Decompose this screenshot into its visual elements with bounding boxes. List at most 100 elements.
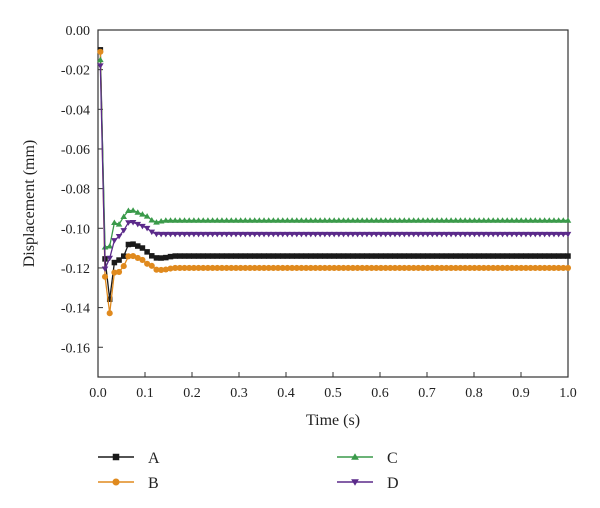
- data-point: [270, 217, 277, 223]
- data-point: [382, 217, 389, 223]
- data-point: [326, 231, 333, 238]
- data-point: [475, 231, 483, 238]
- data-point: [162, 217, 170, 223]
- data-point: [148, 217, 156, 223]
- legend-label: A: [148, 450, 160, 467]
- data-point: [186, 253, 192, 259]
- data-point: [340, 264, 347, 271]
- data-point: [386, 217, 394, 223]
- legend-item-a: A: [98, 450, 160, 467]
- data-point: [307, 217, 315, 223]
- data-point: [171, 231, 179, 238]
- data-point: [434, 253, 440, 259]
- data-point: [378, 253, 384, 259]
- data-point: [176, 231, 184, 238]
- data-point: [419, 264, 427, 271]
- data-point: [199, 231, 207, 238]
- data-point: [251, 253, 258, 259]
- data-point: [312, 217, 319, 223]
- data-point: [522, 231, 530, 238]
- data-point: [181, 217, 188, 223]
- data-point: [321, 264, 328, 271]
- data-point: [101, 273, 109, 280]
- data-point: [153, 266, 160, 273]
- data-point: [209, 264, 216, 271]
- data-point: [536, 264, 543, 271]
- data-point: [401, 264, 408, 271]
- data-point: [536, 217, 544, 223]
- data-point: [97, 56, 104, 63]
- data-point: [213, 231, 221, 238]
- data-point: [550, 231, 558, 238]
- data-point: [382, 253, 389, 259]
- data-point: [344, 231, 352, 238]
- data-point: [368, 231, 375, 238]
- data-point: [391, 231, 399, 238]
- data-point: [499, 217, 506, 223]
- data-point: [462, 264, 469, 271]
- data-point: [387, 264, 394, 271]
- data-point: [438, 217, 446, 223]
- data-point: [125, 241, 132, 248]
- data-point: [312, 264, 319, 271]
- data-point: [368, 264, 375, 271]
- data-point: [541, 217, 548, 223]
- data-point: [466, 231, 474, 238]
- data-point: [527, 264, 534, 271]
- data-point: [186, 264, 193, 271]
- data-point: [106, 296, 113, 303]
- axis-ticks: 0.0 0.1 0.2 0.3 0.4 0.5 0.6 0.7 0.8 0.9 1.0 0.00 -0.…: [61, 24, 577, 401]
- data-point: [275, 253, 281, 259]
- data-point: [438, 253, 445, 259]
- data-point: [251, 231, 258, 238]
- data-point: [284, 231, 291, 238]
- x-tick-label: 0.6: [371, 386, 389, 401]
- data-point: [298, 253, 305, 259]
- data-point: [461, 217, 469, 223]
- data-point: [120, 213, 128, 219]
- data-point: [354, 231, 361, 238]
- data-point: [223, 253, 230, 259]
- data-point: [467, 253, 473, 259]
- data-point: [424, 231, 432, 238]
- data-point: [527, 217, 534, 223]
- data-point: [531, 217, 539, 223]
- data-point: [452, 231, 460, 238]
- data-point: [227, 217, 235, 223]
- data-point: [265, 264, 272, 271]
- data-point: [242, 253, 249, 259]
- data-point: [410, 253, 417, 259]
- data-point: [372, 231, 380, 238]
- data-point: [270, 231, 277, 238]
- data-point: [335, 264, 342, 271]
- data-point: [270, 253, 277, 259]
- data-point: [555, 217, 562, 223]
- data-point: [415, 231, 422, 238]
- data-point: [396, 231, 403, 238]
- data-point: [116, 257, 122, 263]
- data-point: [242, 217, 249, 223]
- data-point: [527, 253, 534, 259]
- data-point: [349, 264, 356, 271]
- data-point: [176, 217, 184, 223]
- data-point: [190, 264, 197, 271]
- data-point: [260, 217, 268, 223]
- data-point: [564, 231, 572, 238]
- data-point: [246, 231, 254, 238]
- data-point: [312, 253, 319, 259]
- data-point: [331, 264, 338, 271]
- data-point: [157, 217, 165, 224]
- data-point: [485, 264, 492, 271]
- data-point: [218, 264, 225, 271]
- data-point: [429, 217, 436, 223]
- data-point: [541, 231, 548, 238]
- data-point: [321, 217, 329, 223]
- data-point: [316, 231, 324, 238]
- data-point: [143, 213, 151, 219]
- data-point: [256, 231, 263, 238]
- data-point: [256, 253, 263, 259]
- data-point: [471, 217, 478, 223]
- data-point: [125, 253, 132, 260]
- data-point: [503, 217, 511, 223]
